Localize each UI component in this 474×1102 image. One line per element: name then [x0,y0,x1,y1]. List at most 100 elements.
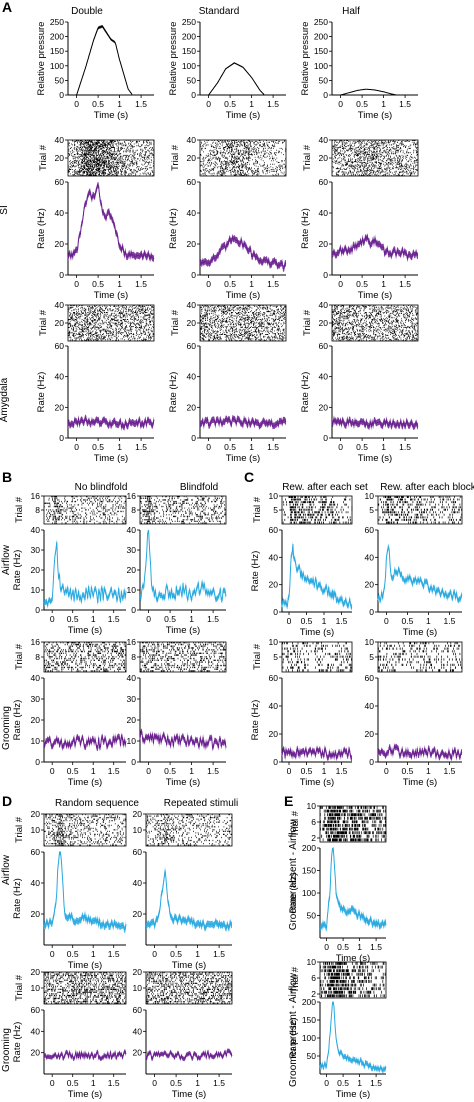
x-tick-label: 1.5 [108,766,120,776]
y-tick-label: 0 [131,757,136,767]
x-tick-label: 1 [322,766,327,776]
raster-y-tick-label: 40 [55,135,65,145]
raster-y-label: Trial # [14,643,25,670]
row-label-si: SI [0,205,10,214]
raster-spikes [199,140,287,177]
y-tick-label: 60 [365,673,375,683]
raster-y-tick-label: 20 [55,153,65,163]
x-tick-label: 0.5 [92,279,104,289]
x-tick-label: 1 [357,942,362,952]
y-tick-label: 10 [127,585,137,595]
raster-y-tick-label: 5 [369,652,374,662]
y-tick-label: 20 [319,239,329,249]
x-tick-label: 1.5 [135,279,147,289]
series-band [378,743,462,762]
y-tick-label: 40 [133,878,143,888]
raster-y-tick-label: 20 [31,809,41,819]
raster-C-airflow-0: 5 10 Trial # [252,491,353,525]
chart-panel-B-airflow-1: 0 10 20 30 40 0 0.5 1 1.5 Time (s) [127,525,227,636]
x-axis-label: Time (s) [94,453,128,464]
chart-panel-D-airflow-0: 20 40 60 0 0.5 1 1.5 Time (s) Rate (Hz) [12,847,127,971]
y-tick-label: 60 [133,847,143,857]
x-tick-label: 0 [50,614,55,624]
y-tick-label: 50 [319,75,329,85]
raster-y-label: Trial # [170,309,181,336]
raster-y-tick-label: 8 [35,652,40,662]
raster-y-tick-label: 5 [273,505,278,515]
raster-B-grooming-0: 8 16 Trial # [14,637,127,673]
x-tick-label: 1 [117,99,122,109]
x-tick-label: 0.5 [401,766,413,776]
x-tick-label: 0 [338,99,343,109]
y-tick-label: 0 [323,270,328,280]
raster-E-absent-0: 2 6 10 Trial # [290,801,387,843]
series-band [332,415,418,431]
x-tick-label: 1 [249,442,254,452]
raster-y-tick-label: 16 [127,637,137,647]
raster-y-tick-label: 16 [31,491,41,501]
y-tick-label: 60 [31,1005,41,1015]
series-line [199,416,287,428]
row-label-amygdala: Amygdala [0,377,10,422]
row-label-grooming: Grooming [1,706,12,750]
raster-A-si-0: 20 40 Trial # [38,135,155,177]
y-tick-label: 20 [31,715,41,725]
x-tick-label: 0 [74,99,79,109]
raster-y-tick-label: 40 [187,300,197,310]
x-tick-label: 0 [206,279,211,289]
x-tick-label: 0 [50,1078,55,1088]
y-tick-label: 60 [55,177,65,187]
x-tick-label: 1.5 [108,1078,120,1088]
raster-D-grooming-0: 10 20 Trial # [14,967,127,1005]
column-title: No blindfold [75,482,128,493]
chart-panel-A-si-1: 0 20 40 60 0 0.5 1 1.5 Time (s) Rate (Hz) [168,177,287,301]
raster-y-tick-label: 5 [369,505,374,515]
raster-spikes [43,642,127,672]
x-axis-label: Time (s) [172,1089,206,1100]
raster-y-label: Trial # [252,496,263,523]
x-tick-label: 1.5 [267,99,279,109]
x-axis-label: Time (s) [300,627,334,638]
y-tick-label: 200 [302,843,316,853]
y-tick-label: 40 [127,673,137,683]
y-tick-label: 150 [302,866,316,876]
raster-y-tick-label: 20 [319,153,329,163]
y-tick-label: 150 [182,46,196,56]
raster-y-tick-label: 16 [31,637,41,647]
y-tick-label: 200 [314,32,328,42]
raster-y-tick-label: 10 [307,957,317,967]
row-label-grooming: Grooming [1,1028,12,1072]
column-title: Rew. after each set [282,482,368,493]
y-tick-label: 20 [31,1048,41,1058]
x-tick-label: 0.5 [301,766,313,776]
y-tick-label: 20 [133,1048,143,1058]
y-axis-label: Rate (Hz) [168,372,179,413]
y-tick-label: 0 [131,605,136,615]
raster-y-label: Trial # [14,496,25,523]
y-tick-label: 0 [191,90,196,100]
x-tick-label: 1.5 [399,442,411,452]
y-tick-label: 150 [50,46,64,56]
raster-y-tick-label: 20 [55,318,65,328]
series-band [68,182,154,263]
raster-y-tick-label: 10 [307,801,317,811]
raster-B-airflow-1: 816 [127,491,227,525]
panel-letter-B: B [2,469,12,485]
y-tick-label: 0 [273,757,278,767]
x-tick-label: 1.5 [370,942,382,952]
series-line [67,416,155,429]
y-tick-label: 40 [365,701,375,711]
x-tick-label: 0 [50,949,55,959]
raster-spikes [139,496,227,524]
x-tick-label: 0 [146,766,151,776]
x-tick-label: 1.5 [213,1078,225,1088]
y-axis-label: Relative pressure [300,22,311,96]
raster-y-tick-label: 20 [133,809,143,819]
x-tick-label: 0 [146,614,151,624]
chart-panel-B-grooming-0: 0 10 20 30 40 0 0.5 1 1.5 Time (s) Rate (Hz) [12,673,127,788]
chart-panel-C-airflow-1: 0 20 40 60 0 0.5 1 1.5 Time (s) [365,525,463,638]
raster-spikes [331,140,419,177]
y-tick-label: 0 [59,433,64,443]
